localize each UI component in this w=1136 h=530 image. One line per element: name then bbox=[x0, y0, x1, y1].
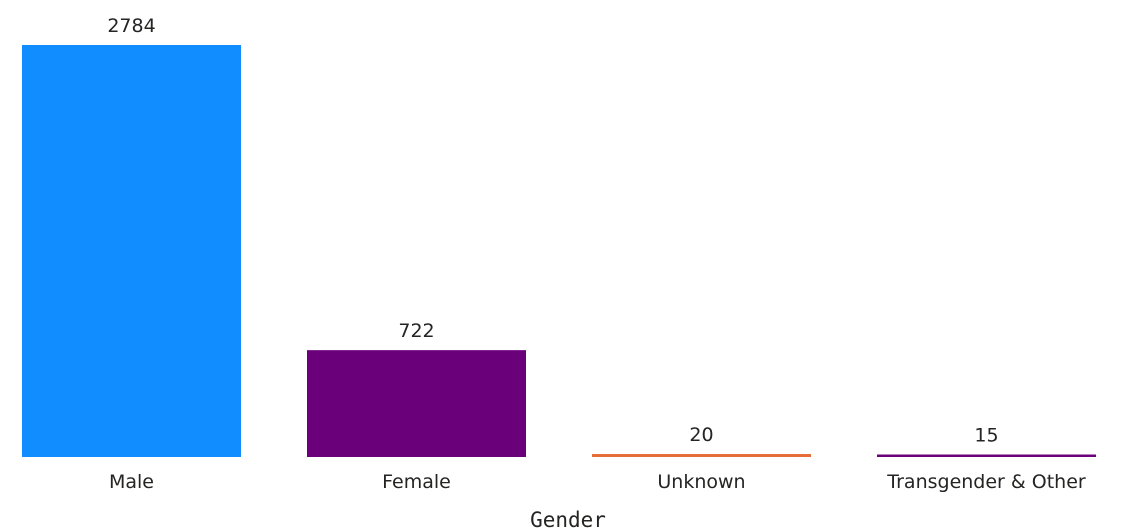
data-label-transgender-other: 15 bbox=[974, 425, 998, 447]
x-axis-title: Gender bbox=[530, 508, 606, 530]
bars-group bbox=[22, 45, 1096, 457]
bar-female[interactable] bbox=[307, 350, 526, 457]
data-label-unknown: 20 bbox=[689, 424, 713, 446]
bar-unknown[interactable] bbox=[592, 454, 811, 457]
data-label-male: 2784 bbox=[107, 15, 155, 37]
data-labels-group: 2784 722 20 15 bbox=[107, 15, 998, 447]
bar-transgender-other[interactable] bbox=[877, 454, 1096, 458]
x-tick-label-transgender-other: Transgender & Other bbox=[886, 471, 1086, 493]
data-label-female: 722 bbox=[398, 320, 434, 342]
x-tick-label-female: Female bbox=[382, 471, 451, 493]
x-tick-labels-group: Male Female Unknown Transgender & Other bbox=[109, 471, 1086, 493]
x-tick-label-unknown: Unknown bbox=[657, 471, 745, 493]
bar-male[interactable] bbox=[22, 45, 241, 457]
x-tick-label-male: Male bbox=[109, 471, 154, 493]
